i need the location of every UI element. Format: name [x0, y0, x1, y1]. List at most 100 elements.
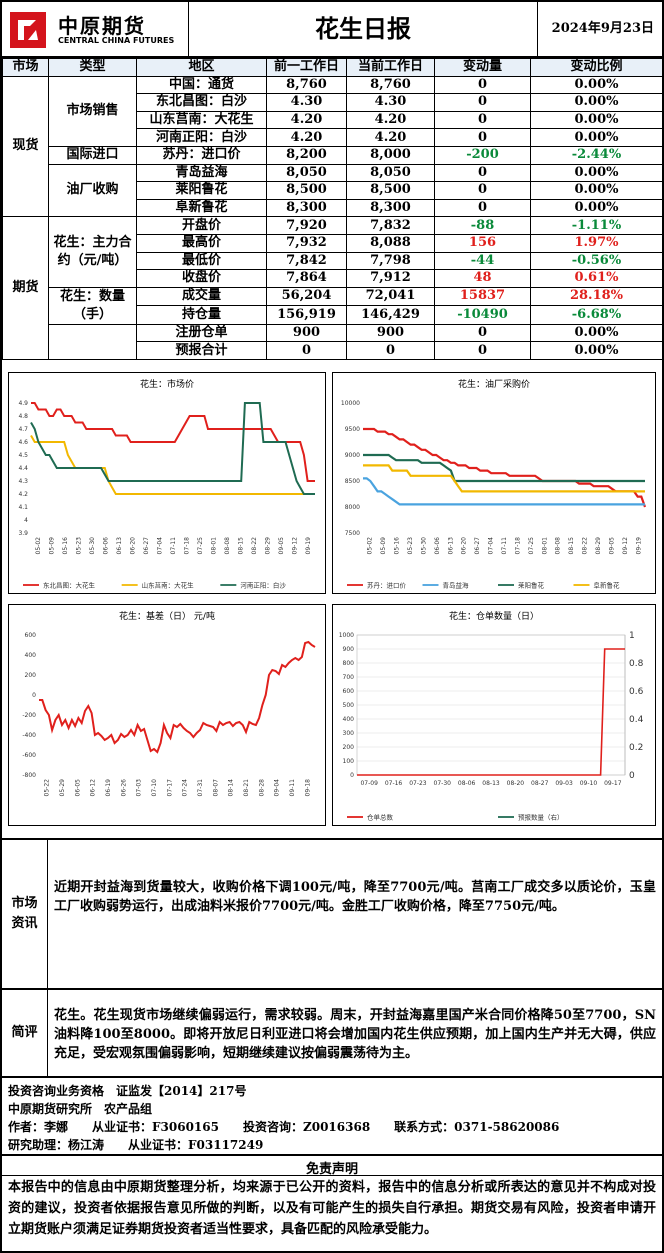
- change-cell: 0: [434, 110, 531, 130]
- pct-cell: 0.61%: [530, 269, 663, 288]
- y-tick-label: 9500: [345, 426, 360, 433]
- region-cell: 持仓量: [136, 305, 267, 325]
- prev-cell: 900: [266, 323, 347, 343]
- legend-label: 河南正阳：白沙: [240, 581, 286, 590]
- x-tick-label: 07-03: [136, 779, 143, 797]
- legend-label: 预报数量（右）: [518, 813, 564, 822]
- curr-cell: 8,760: [346, 75, 435, 95]
- series-line: [363, 477, 645, 506]
- chart-title: 花生：油厂采购价: [458, 378, 530, 390]
- change-cell: 156: [434, 233, 531, 253]
- x-tick-label: 08-29: [595, 537, 602, 555]
- curr-cell: 4.30: [346, 93, 435, 112]
- y-tick-label: 4: [24, 517, 28, 524]
- x-tick-label: 08-14: [228, 779, 235, 797]
- x-tick-label: 07-30: [434, 780, 452, 787]
- series-line: [30, 402, 315, 495]
- type-blank-cell: [48, 323, 137, 360]
- legend-label: 仓单总数: [367, 813, 394, 822]
- x-tick-label: 09-12: [292, 537, 299, 555]
- chart-mill-price-svg: 花生：油厂采购价 10000 9500 9000 8500 8000 7500 05-02 05…: [341, 378, 647, 590]
- y-tick-label: 400: [343, 716, 355, 723]
- change-cell: 15837: [434, 286, 531, 307]
- x-tick-label: 06-05: [74, 779, 81, 797]
- x-tick-label: 07-25: [528, 537, 535, 555]
- x-tick-label: 09-11: [289, 779, 296, 797]
- x-tick-label: 08-06: [458, 780, 476, 787]
- y-tick-label: 9000: [345, 452, 360, 459]
- legend-label: 莱阳鲁花: [518, 581, 545, 590]
- y-tick-label: 3.9: [18, 530, 28, 537]
- y2-tick-label: 0.6: [629, 687, 644, 697]
- y-tick-label: 4.5: [18, 452, 28, 459]
- chart-title: 花生：基差（日） 元/吨: [119, 610, 215, 622]
- curr-cell: 900: [346, 323, 435, 343]
- x-tick-label: 08-27: [531, 780, 549, 787]
- x-tick-label: 06-06: [102, 537, 109, 555]
- col-header-change: 变动量: [434, 58, 531, 77]
- chart-mill-price: 花生：油厂采购价 10000 9500 9000 8500 8000 7500 05-02 05…: [332, 372, 656, 594]
- x-tick-label: 07-31: [197, 779, 204, 797]
- table-row: 注册仓单 900 900 0 0.00%: [3, 323, 663, 360]
- y2-tick-label: 0.2: [629, 743, 643, 753]
- qualification-line: 投资咨询业务资格 证监发【2014】217号: [8, 1084, 247, 1098]
- change-cell: 0: [434, 341, 531, 360]
- region-cell: 收盘价: [136, 269, 267, 288]
- col-header-type: 类型: [48, 58, 137, 77]
- pct-cell: -6.68%: [530, 305, 663, 325]
- curr-cell: 8,050: [346, 163, 435, 183]
- curr-cell: 7,798: [346, 251, 435, 271]
- pct-cell: 0.00%: [530, 341, 663, 360]
- change-cell: 0: [434, 128, 531, 147]
- x-tick-label: 06-27: [143, 537, 150, 555]
- change-cell: 0: [434, 75, 531, 95]
- y-tick-label: 200: [25, 672, 37, 679]
- series-line: [363, 427, 647, 508]
- pct-cell: 0.00%: [530, 163, 663, 183]
- y2-tick-label: 0: [629, 771, 635, 781]
- y-tick-label: 4.3: [18, 478, 28, 485]
- company-logo: 中原期货 CENTRAL CHINA FUTURES: [8, 8, 178, 52]
- x-tick-label: 09-10: [580, 780, 598, 787]
- x-tick-label: 08-21: [243, 779, 250, 797]
- logo-chinese-name: 中原期货: [58, 14, 146, 38]
- x-tick-label: 06-13: [447, 537, 454, 555]
- x-tick-label: 08-08: [555, 537, 562, 555]
- table-row: 期货 花生：主力合约（元/吨） 开盘价 7,920 7,832 -88 -1.1…: [2, 216, 663, 360]
- chart-warrants: 花生：仓单数量（日） 1000 900 800 700 600 500 400 300 200 10…: [332, 604, 656, 826]
- x-tick-label: 07-18: [184, 537, 191, 555]
- y-tick-label: -800: [22, 772, 36, 779]
- logo-english-name: CENTRAL CHINA FUTURES: [58, 36, 175, 45]
- x-tick-label: 07-04: [156, 537, 163, 555]
- x-tick-label: 08-22: [582, 537, 589, 555]
- region-cell: 最高价: [136, 233, 267, 253]
- x-tick-label: 06-12: [90, 779, 97, 797]
- author-line: 作者：李娜 从业证书：F3060165 投资咨询：Z0016368 联系方式：0…: [8, 1120, 560, 1134]
- y-tick-label: 4.4: [18, 465, 28, 472]
- x-tick-label: 06-27: [474, 537, 481, 555]
- prev-cell: 8,500: [266, 181, 347, 200]
- review-text: 花生。花生现货市场继续偏弱运行，需求较弱。周末，开封益海嘉里国产米合同价格降50…: [54, 1008, 656, 1061]
- series-line: [363, 464, 645, 493]
- x-tick-label: 06-20: [129, 537, 136, 555]
- chart-basis-svg: 花生：基差（日） 元/吨 600 400 200 0 -200 -400 -600 -800 05…: [22, 610, 316, 797]
- prev-cell: 8,200: [266, 145, 347, 165]
- logo-mark-icon: [10, 12, 46, 48]
- prev-cell: 7,864: [266, 269, 347, 288]
- table-row: 东北昌图：白沙 4.30 4.30 0 0.00%: [3, 93, 663, 112]
- col-header-prev: 前一工作日: [266, 58, 347, 77]
- change-cell: -200: [434, 145, 531, 165]
- pct-cell: 0.00%: [530, 323, 663, 343]
- page-title: 花生日报: [188, 2, 538, 56]
- change-cell: 0: [434, 163, 531, 183]
- x-tick-label: 08-01: [541, 537, 548, 555]
- curr-cell: 7,832: [346, 216, 435, 235]
- disclaimer-divider: [2, 1175, 662, 1176]
- table-row: 预报合计 0 0 0 0.00%: [3, 341, 663, 360]
- series-line: [357, 648, 625, 776]
- table-row: 油厂收购 青岛益海 8,050 8,050 0 0.00%: [3, 163, 663, 218]
- x-tick-label: 08-15: [568, 537, 575, 555]
- pct-cell: 0.00%: [530, 75, 663, 95]
- x-tick-label: 05-09: [380, 537, 387, 555]
- prev-cell: 7,842: [266, 251, 347, 271]
